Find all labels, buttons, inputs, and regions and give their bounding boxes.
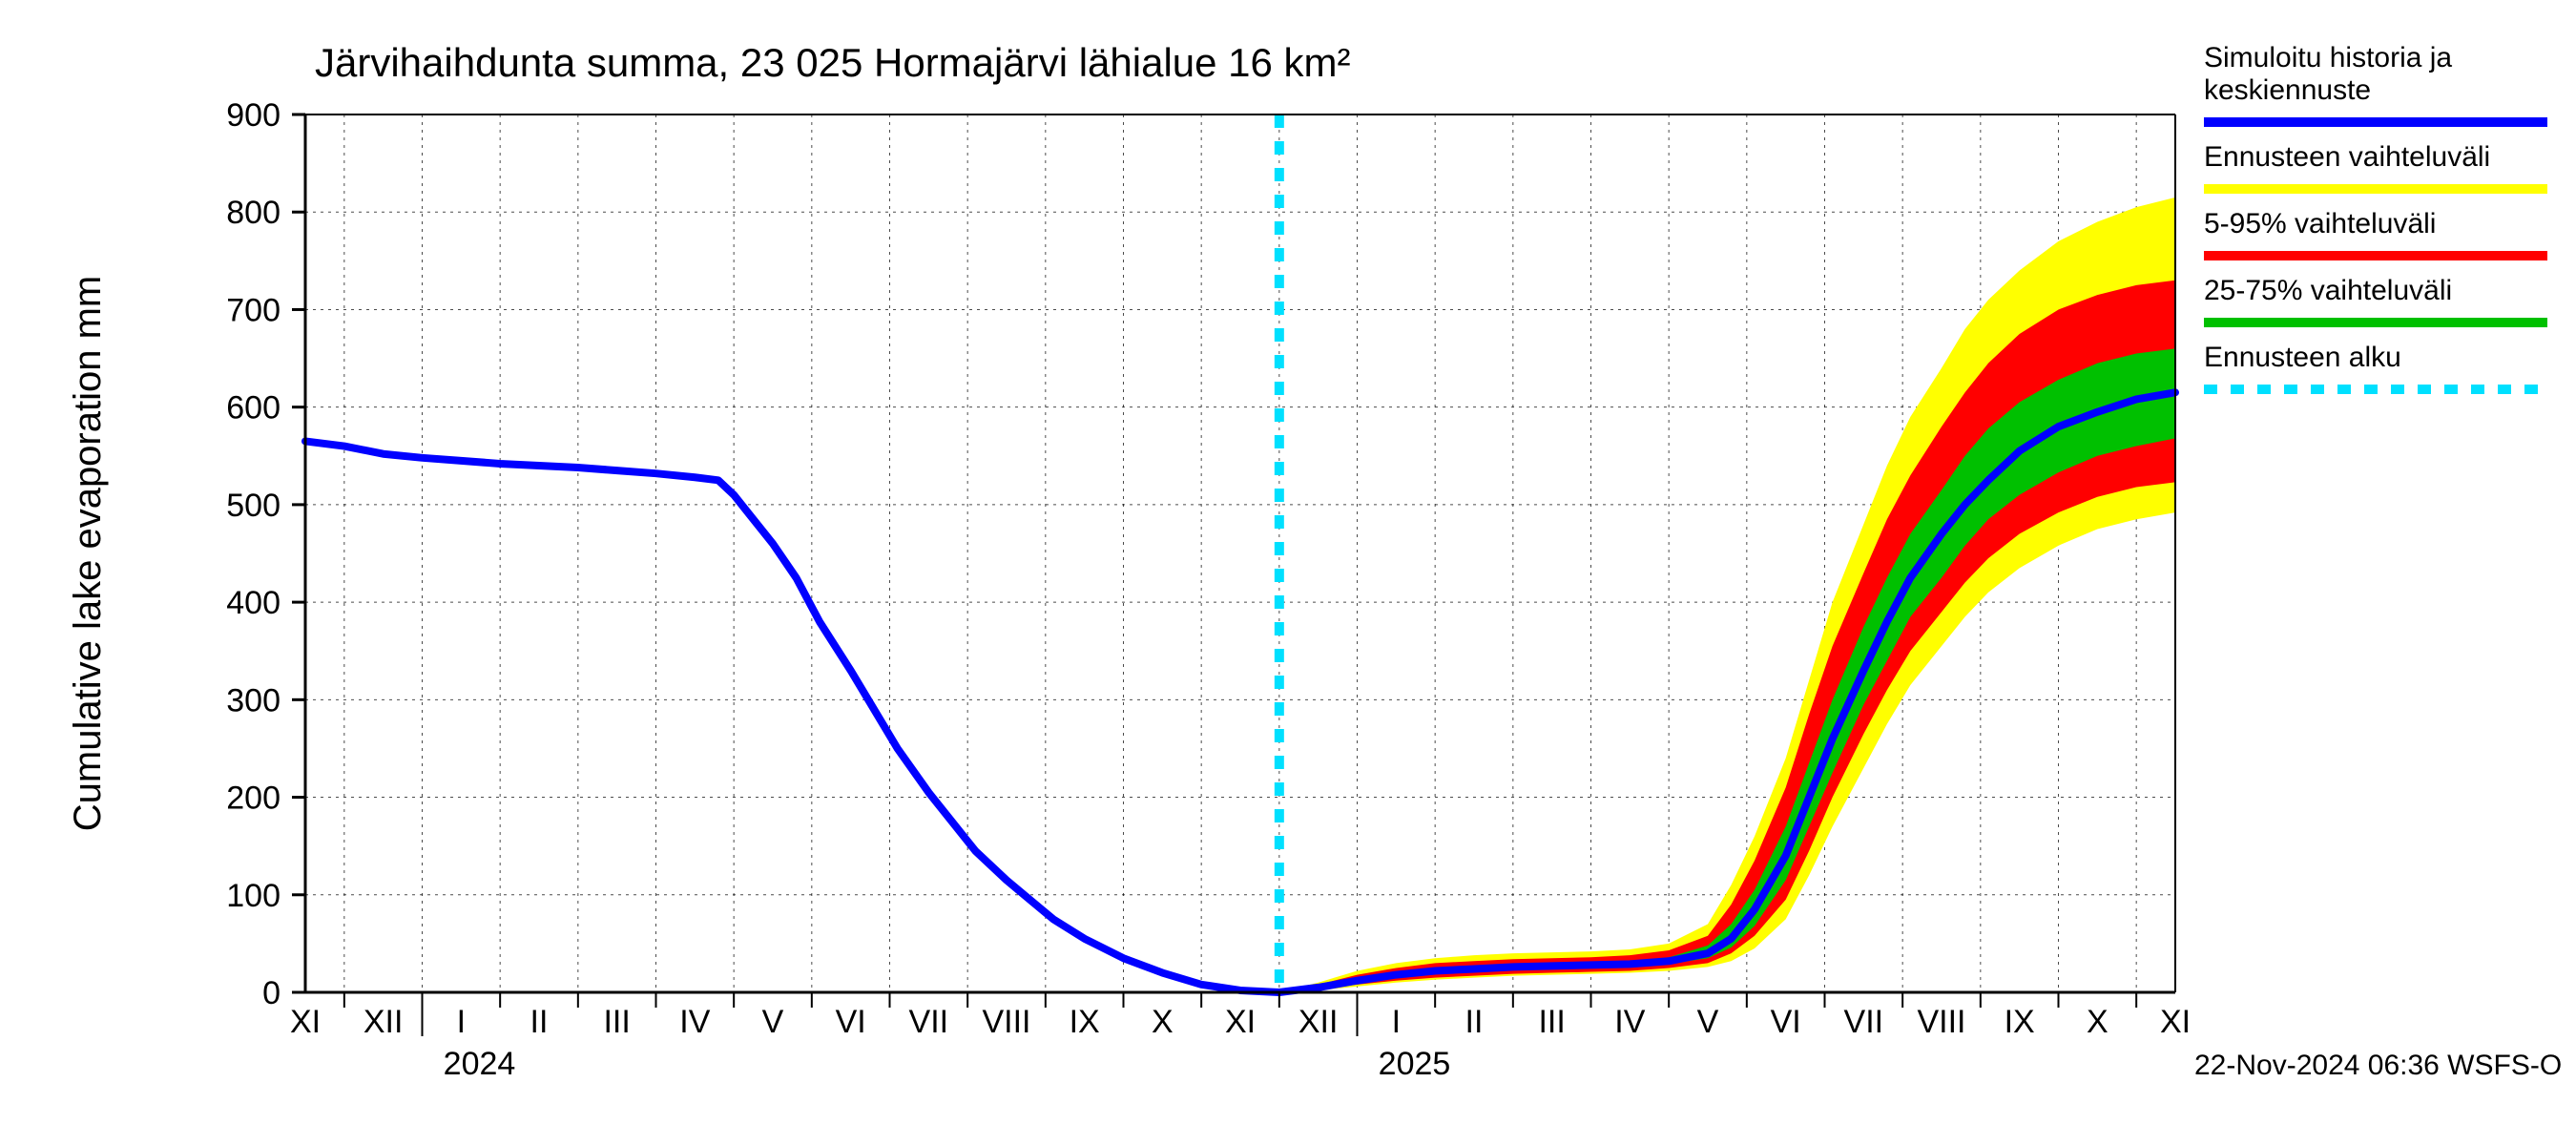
x-month-label: VI xyxy=(1771,1004,1801,1040)
legend-label: Ennusteen alku xyxy=(2204,342,2401,373)
x-month-label: XII xyxy=(1298,1004,1339,1040)
x-month-label: XII xyxy=(364,1004,404,1040)
x-month-label: III xyxy=(603,1004,630,1040)
x-month-label: III xyxy=(1538,1004,1565,1040)
lake-evaporation-chart: 0100200300400500600700800900XIXIIIIIIIII… xyxy=(0,0,2576,1145)
y-tick-label: 800 xyxy=(226,195,280,231)
x-month-label: XI xyxy=(2160,1004,2191,1040)
y-tick-label: 700 xyxy=(226,292,280,328)
legend-label: keskiennuste xyxy=(2204,74,2371,106)
y-tick-label: 300 xyxy=(226,682,280,718)
x-month-label: I xyxy=(457,1004,466,1040)
chart-title: Järvihaihdunta summa, 23 025 Hormajärvi … xyxy=(315,40,1351,85)
y-tick-label: 500 xyxy=(226,488,280,524)
x-month-label: XI xyxy=(290,1004,321,1040)
x-month-label: II xyxy=(1465,1004,1484,1040)
x-month-label: IV xyxy=(679,1004,710,1040)
legend-label: Simuloitu historia ja xyxy=(2204,42,2452,73)
y-tick-label: 100 xyxy=(226,878,280,914)
chart-footer: 22-Nov-2024 06:36 WSFS-O xyxy=(2194,1050,2562,1081)
x-month-label: VI xyxy=(836,1004,866,1040)
x-month-label: II xyxy=(530,1004,549,1040)
x-month-label: X xyxy=(2087,1004,2109,1040)
legend-label: Ennusteen vaihteluväli xyxy=(2204,141,2490,173)
y-tick-label: 0 xyxy=(262,975,280,1011)
x-month-label: X xyxy=(1152,1004,1174,1040)
legend-label: 25-75% vaihteluväli xyxy=(2204,275,2452,306)
x-month-label: VIII xyxy=(1917,1004,1965,1040)
y-axis-label: Cumulative lake evaporation mm xyxy=(67,276,109,831)
y-tick-label: 900 xyxy=(226,97,280,134)
x-month-label: VII xyxy=(909,1004,949,1040)
x-year-label: 2024 xyxy=(444,1046,516,1082)
y-tick-label: 200 xyxy=(226,781,280,817)
y-tick-label: 600 xyxy=(226,390,280,427)
x-month-label: VIII xyxy=(982,1004,1030,1040)
band-full-range xyxy=(1279,198,2175,992)
y-tick-label: 400 xyxy=(226,585,280,621)
x-year-label: 2025 xyxy=(1379,1046,1451,1082)
x-month-label: V xyxy=(762,1004,784,1040)
x-month-label: IX xyxy=(1070,1004,1100,1040)
x-month-label: I xyxy=(1392,1004,1401,1040)
legend-label: 5-95% vaihteluväli xyxy=(2204,208,2436,239)
band-5-95 xyxy=(1279,281,2175,992)
x-month-label: IX xyxy=(2005,1004,2035,1040)
x-month-label: XI xyxy=(1225,1004,1256,1040)
x-month-label: V xyxy=(1697,1004,1719,1040)
x-month-label: IV xyxy=(1614,1004,1645,1040)
x-month-label: VII xyxy=(1844,1004,1884,1040)
